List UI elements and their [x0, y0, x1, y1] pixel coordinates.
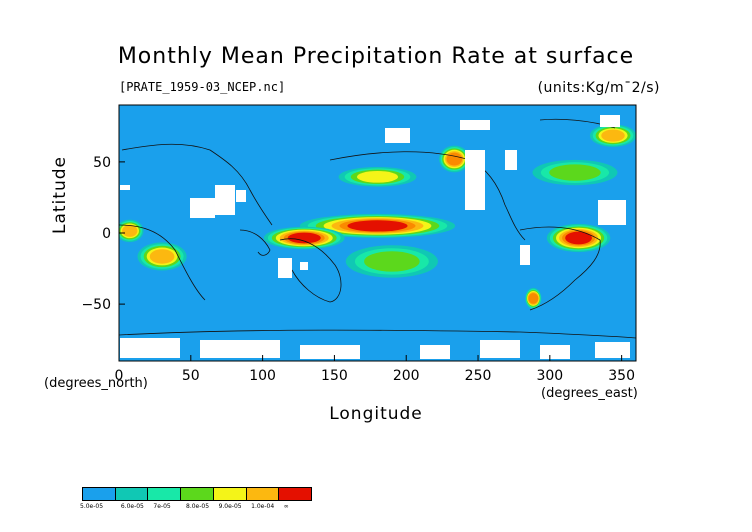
x-axis-units: (degrees_east)	[541, 386, 638, 401]
y-axis-label: Latitude	[50, 156, 70, 234]
x-tick-label: 200	[393, 368, 420, 384]
colorbar-swatch-1	[115, 488, 149, 500]
precip-region-9-level-3	[364, 251, 420, 272]
x-tick-label: 250	[465, 368, 492, 384]
x-tick-label: 100	[249, 368, 276, 384]
colorbar-legend: 5.0e-05 6.0e-05 7e-05 8.0e-05 9.0e-05 1.0e-04…	[80, 487, 332, 511]
colorbar-label-3: 8.0e-05	[186, 503, 210, 510]
x-tick-label: 0	[115, 368, 124, 384]
colorbar-label-1: 6.0e-05	[120, 503, 144, 510]
y-axis-ticks: −50 0 50	[81, 155, 125, 313]
colorbar-label-4: 9.0e-05	[218, 503, 242, 510]
x-axis-label: Longitude	[329, 404, 423, 424]
colorbar-swatch-5	[246, 488, 280, 500]
precip-region-5-level-5	[149, 249, 175, 264]
precip-region-2-level-7	[565, 231, 592, 245]
colorbar-label-2: 7e-05	[153, 503, 171, 510]
colorbar-label-5: 1.0e-04	[251, 503, 275, 510]
colorbar-swatch-6	[279, 488, 312, 500]
precip-region-0-level-7	[347, 220, 408, 232]
x-axis-ticks: 0 50 100 150 200 250 300 350	[115, 355, 635, 384]
precip-region-4-level-3	[549, 164, 601, 181]
x-tick-label: 50	[182, 368, 200, 384]
colorbar-label-0: 5.0e-05	[80, 503, 104, 510]
colorbar-labels: 5.0e-05 6.0e-05 7e-05 8.0e-05 9.0e-05 1.0e-04…	[80, 501, 332, 511]
colorbar-swatch-3	[181, 488, 214, 500]
colorbar-swatch-0	[83, 488, 116, 500]
x-tick-label: 150	[321, 368, 348, 384]
x-tick-label: 300	[536, 368, 563, 384]
plot-area	[119, 105, 636, 361]
chart-subtitle-units: (units:Kg/m¯2/s)	[537, 80, 660, 96]
precip-region-6-level-6	[446, 152, 463, 166]
precip-region-1-level-7	[287, 232, 321, 244]
y-tick-label: 0	[102, 226, 111, 242]
colorbar-swatch-2	[148, 488, 182, 500]
y-axis-units: (degrees_north)	[44, 376, 148, 391]
precip-region-10-level-5	[122, 224, 138, 237]
x-tick-label: 350	[608, 368, 635, 384]
precip-region-8-level-6	[528, 293, 539, 304]
chart-title: Monthly Mean Precipitation Rate at surfa…	[117, 44, 635, 69]
precip-region-7-level-5	[601, 129, 625, 142]
coastline-lines	[119, 118, 636, 339]
chart-subtitle-file: [PRATE_1959-03_NCEP.nc]	[119, 80, 286, 94]
y-tick-label: 50	[93, 155, 111, 171]
y-tick-label: −50	[81, 297, 111, 313]
missing-data-cells	[120, 115, 630, 359]
colorbar-swatch-4	[213, 488, 247, 500]
colorbar	[82, 487, 312, 501]
colorbar-label-6: ∞	[283, 503, 289, 510]
precip-region-3-level-4	[356, 170, 399, 183]
precip-regions	[119, 124, 636, 309]
